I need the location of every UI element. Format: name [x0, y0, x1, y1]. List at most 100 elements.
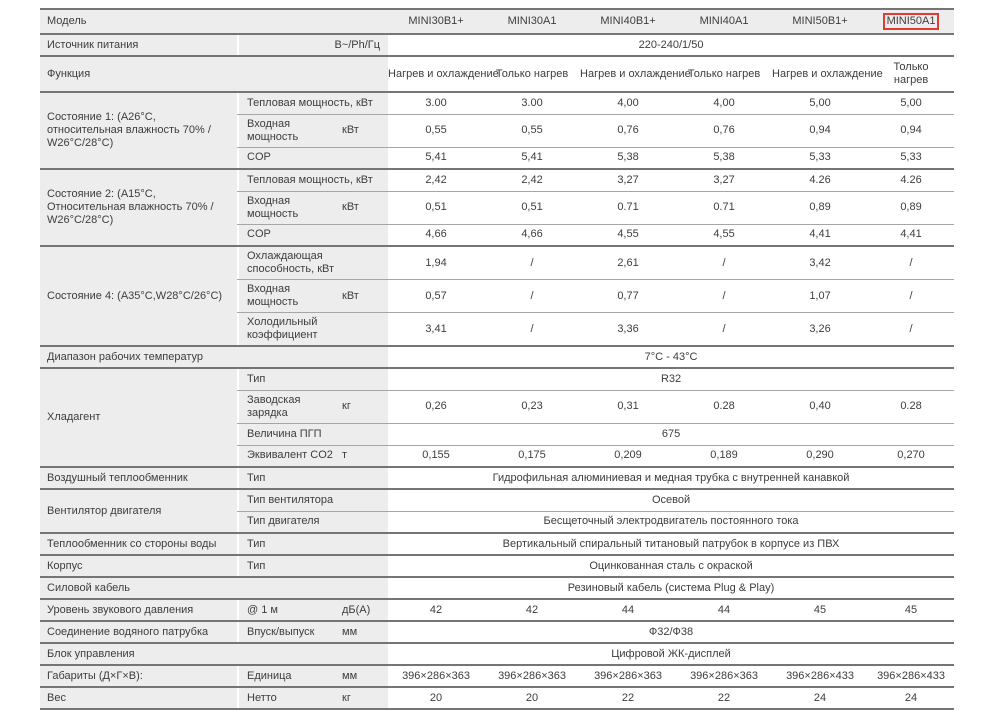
value-text: 0,26 — [425, 400, 447, 412]
value-text: 396×286×433 — [786, 669, 854, 682]
row-label: Вентилятор двигателя — [40, 488, 237, 533]
table-row: Диапазон рабочих температур 7°C - 43°C — [40, 345, 955, 368]
value-cell: 0,51 — [388, 190, 485, 224]
value-cell: 0.71 — [580, 190, 677, 224]
value-cell: 3,27 — [676, 168, 773, 191]
value-text: / — [909, 256, 913, 269]
value-cell: 0,76 — [676, 113, 773, 147]
unit-label: кВт — [340, 190, 389, 224]
value-cell: 0,23 — [484, 389, 581, 423]
value-text: 3,26 — [809, 322, 831, 335]
table-row: Уровень звукового давления @ 1 м дБ(А) 42 42… — [40, 598, 955, 621]
value-cell: 4.26 — [772, 168, 869, 191]
value-cell: 3.00 — [388, 91, 485, 114]
value-cell: 1,94 — [388, 245, 485, 280]
value-text: 4,66 — [425, 228, 447, 241]
value-text: 44 — [717, 603, 731, 616]
value-cell: 0,175 — [484, 444, 581, 467]
value-text: 4.26 — [809, 173, 831, 186]
value-cell: 4,55 — [580, 223, 677, 246]
table-row: Соединение водяного патрубка Впуск/выпуск… — [40, 620, 955, 643]
value-cell: 3,26 — [772, 312, 869, 346]
value-text: 4,66 — [521, 228, 543, 241]
table-row: Силовой кабель Резиновый кабель (система … — [40, 576, 955, 599]
value-text: 5,00 — [900, 96, 922, 109]
value-cell: 0,51 — [484, 190, 581, 224]
value-cell: 0,270 — [868, 444, 955, 467]
sub-label: @ 1 м — [237, 598, 340, 621]
row-label: Вес — [40, 686, 237, 709]
merged-value-cell: R32 — [388, 367, 955, 390]
value-cell: 5,00 — [772, 91, 869, 114]
row-label: Функция — [40, 55, 389, 92]
value-cell: 3,27 — [580, 168, 677, 191]
value-cell: 396×286×363 — [484, 664, 581, 687]
value-text: 5,00 — [809, 96, 831, 109]
value-text: 0.71 — [713, 201, 735, 213]
value-cell: / — [484, 245, 581, 280]
value-text: 3.00 — [521, 96, 543, 109]
value-text: 0,270 — [897, 449, 925, 462]
table-row: Входная мощность кВт 0,51 0,51 0.71 0.71 0,89 0… — [40, 190, 955, 224]
value-text: 4,00 — [617, 96, 639, 109]
value-text: 3.00 — [425, 96, 447, 109]
value-cell: 5,33 — [868, 146, 955, 169]
value-cell: 0.71 — [676, 190, 773, 224]
value-text: 0,76 — [617, 124, 639, 136]
model-name: MINI30B1+ — [388, 8, 485, 34]
sub-label: Заводская зарядка — [237, 389, 340, 423]
row-label: Блок управления — [40, 642, 389, 665]
sub-label: Эквивалент CO2 — [237, 444, 340, 467]
value-text: 3,36 — [617, 322, 639, 335]
value-cell: 0,89 — [772, 190, 869, 224]
value-cell: 4,00 — [676, 91, 773, 114]
model-name-text: MINI30A1 — [507, 15, 557, 27]
value-text: 45 — [813, 603, 827, 616]
table-row: Воздушный теплообменник Тип Гидрофильная а… — [40, 466, 955, 489]
model-name: MINI30A1 — [484, 8, 581, 34]
value-text: 0,77 — [617, 289, 639, 302]
value-cell: 22 — [676, 686, 773, 709]
value-cell: 3,42 — [772, 245, 869, 280]
value-cell: 5,00 — [868, 91, 955, 114]
value-text: 0,94 — [809, 124, 831, 136]
model-name-text: MINI40B1+ — [600, 15, 656, 27]
value-cell: 0,55 — [484, 113, 581, 147]
merged-value-cell: Ф32/Ф38 — [388, 620, 955, 643]
value-cell: 396×286×363 — [388, 664, 485, 687]
table-row: Функция Нагрев и охлаждение Только нагрев Н… — [40, 55, 955, 92]
value-cell: 0,155 — [388, 444, 485, 467]
value-text: Нагрев и охлаждение — [580, 67, 691, 80]
table-row: Корпус Тип Оцинкованная сталь с окраской — [40, 554, 955, 577]
value-text: 0,55 — [521, 124, 543, 136]
value-text: 0.71 — [617, 201, 639, 213]
merged-value-cell: Осевой — [388, 488, 955, 511]
value-cell: Только нагрев — [868, 55, 955, 92]
value-text: 45 — [904, 603, 918, 616]
sub-label: Входная мощность — [237, 113, 340, 147]
sub-label: Величина ПГП — [237, 422, 389, 445]
value-cell: 4,41 — [772, 223, 869, 246]
value-text: 4,00 — [713, 96, 735, 109]
table-row: Габариты (Д×Г×В): Единица мм 396×286×363 396… — [40, 664, 955, 687]
row-label: Корпус — [40, 554, 237, 577]
value-cell: 42 — [484, 598, 581, 621]
row-label: Соединение водяного патрубка — [40, 620, 237, 643]
table-row: Состояние 1: (A26°C, относительная влажн… — [40, 91, 955, 169]
sub-label: Входная мощность — [237, 279, 340, 313]
value-text: 0,31 — [617, 400, 639, 412]
table-row: Теплообменник со стороны воды Тип Вертикал… — [40, 532, 955, 555]
sub-label: В~/Ph/Гц — [237, 33, 389, 56]
value-cell: / — [676, 279, 773, 313]
value-text: 396×286×433 — [877, 669, 945, 682]
value-cell: 24 — [868, 686, 955, 709]
merged-value-cell: Цифровой ЖК-дисплей — [388, 642, 955, 665]
value-cell: 0,57 — [388, 279, 485, 313]
value-text: 0,94 — [900, 124, 922, 136]
table-row: Источник питания В~/Ph/Гц 220-240/1/50 — [40, 33, 955, 56]
value-text: 22 — [717, 691, 731, 704]
value-cell: 396×286×363 — [676, 664, 773, 687]
unit-label: кВт — [340, 279, 389, 313]
unit-label: кг — [340, 389, 389, 423]
value-text: / — [722, 256, 726, 269]
